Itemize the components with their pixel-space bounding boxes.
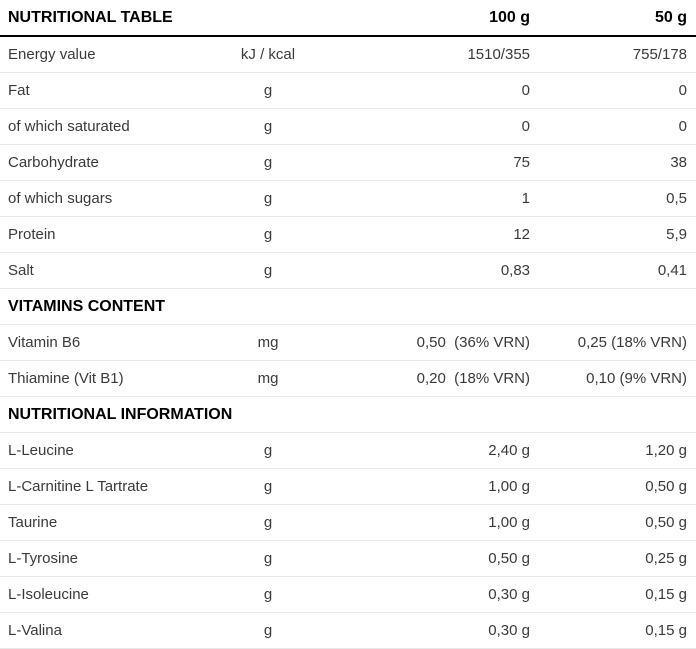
column-header-50g: 50 g bbox=[530, 0, 696, 37]
table-row: Salt g 0,83 0,41 bbox=[0, 252, 696, 289]
section-title: VITAMINS CONTENT bbox=[0, 288, 696, 325]
row-value-50g: 0,50 g bbox=[530, 468, 696, 505]
row-label: of which sugars bbox=[0, 180, 190, 217]
row-value-100g: 0,50 g bbox=[346, 540, 531, 577]
table-row: Taurine g 1,00 g 0,50 g bbox=[0, 504, 696, 541]
row-label: L-Tyrosine bbox=[0, 540, 190, 577]
row-value-100g: 0 bbox=[346, 108, 531, 145]
row-label: Taurine bbox=[0, 504, 190, 541]
row-label: L-Isoleucine bbox=[0, 576, 190, 613]
row-value-50g: 0,50 g bbox=[530, 504, 696, 541]
table-header-row: NUTRITIONAL TABLE 100 g 50 g bbox=[0, 0, 696, 37]
row-unit: g bbox=[190, 72, 347, 109]
row-value-50g: 0,41 bbox=[530, 252, 696, 289]
row-value-100g: 1,00 g bbox=[346, 504, 531, 541]
row-label: Salt bbox=[0, 252, 190, 289]
row-value-50g: 0,15 g bbox=[530, 612, 696, 649]
row-value-100g: 0,30 g bbox=[346, 576, 531, 613]
section-header-vitamins: VITAMINS CONTENT bbox=[0, 288, 696, 325]
row-label: Protein bbox=[0, 216, 190, 253]
table-row: Carbohydrate g 75 38 bbox=[0, 144, 696, 181]
row-unit: g bbox=[190, 216, 347, 253]
table-row: L-Valina g 0,30 g 0,15 g bbox=[0, 612, 696, 649]
row-value-100g: 0 bbox=[346, 72, 531, 109]
row-value-50g: 1,20 g bbox=[530, 432, 696, 469]
row-value-100g: 1 bbox=[346, 180, 531, 217]
row-unit: kJ / kcal bbox=[190, 36, 347, 73]
table-row: of which saturated g 0 0 bbox=[0, 108, 696, 145]
row-unit: g bbox=[190, 108, 347, 145]
table-row: Energy value kJ / kcal 1510/355 755/178 bbox=[0, 36, 696, 73]
row-value-100g: 2,40 g bbox=[346, 432, 531, 469]
table-row: Thiamine (Vit B1) mg 0,20 (18% VRN) 0,10… bbox=[0, 360, 696, 397]
row-unit: g bbox=[190, 432, 347, 469]
row-value-100g: 75 bbox=[346, 144, 531, 181]
row-unit: g bbox=[190, 576, 347, 613]
row-label: L-Leucine bbox=[0, 432, 190, 469]
row-value-50g: 0,10 (9% VRN) bbox=[530, 360, 696, 397]
row-unit: mg bbox=[190, 360, 347, 397]
row-unit: g bbox=[190, 540, 347, 577]
row-value-100g: 1510/355 bbox=[346, 36, 531, 73]
row-value-50g: 0,25 g bbox=[530, 540, 696, 577]
row-unit: g bbox=[190, 504, 347, 541]
row-value-50g: 0,25 (18% VRN) bbox=[530, 324, 696, 361]
row-unit: g bbox=[190, 612, 347, 649]
table-row: Protein g 12 5,9 bbox=[0, 216, 696, 253]
table-row: L-Isoleucine g 0,30 g 0,15 g bbox=[0, 576, 696, 613]
row-value-50g: 38 bbox=[530, 144, 696, 181]
row-label: Energy value bbox=[0, 36, 190, 73]
row-unit: g bbox=[190, 252, 347, 289]
row-label: L-Valina bbox=[0, 612, 190, 649]
row-label: Fat bbox=[0, 72, 190, 109]
table-row: Vitamin B6 mg 0,50 (36% VRN) 0,25 (18% V… bbox=[0, 324, 696, 361]
row-label: Carbohydrate bbox=[0, 144, 190, 181]
section-header-nutritional-information: NUTRITIONAL INFORMATION bbox=[0, 396, 696, 433]
row-unit: g bbox=[190, 144, 347, 181]
row-unit: mg bbox=[190, 324, 347, 361]
row-label: Thiamine (Vit B1) bbox=[0, 360, 190, 397]
row-label: Vitamin B6 bbox=[0, 324, 190, 361]
row-value-100g: 0,83 bbox=[346, 252, 531, 289]
row-value-100g: 0,20 (18% VRN) bbox=[346, 360, 531, 397]
column-header-100g: 100 g bbox=[346, 0, 531, 37]
row-value-50g: 0,15 g bbox=[530, 576, 696, 613]
row-unit: g bbox=[190, 468, 347, 505]
row-value-50g: 0,5 bbox=[530, 180, 696, 217]
table-row: L-Carnitine L Tartrate g 1,00 g 0,50 g bbox=[0, 468, 696, 505]
row-value-50g: 0 bbox=[530, 72, 696, 109]
row-value-50g: 5,9 bbox=[530, 216, 696, 253]
row-value-50g: 755/178 bbox=[530, 36, 696, 73]
row-unit: g bbox=[190, 180, 347, 217]
row-value-100g: 0,50 (36% VRN) bbox=[346, 324, 531, 361]
table-row: of which sugars g 1 0,5 bbox=[0, 180, 696, 217]
row-value-100g: 0,30 g bbox=[346, 612, 531, 649]
section-title: NUTRITIONAL INFORMATION bbox=[0, 396, 696, 433]
table-row: L-Leucine g 2,40 g 1,20 g bbox=[0, 432, 696, 469]
table-row: Fat g 0 0 bbox=[0, 72, 696, 109]
row-label: of which saturated bbox=[0, 108, 190, 145]
table-row: L-Tyrosine g 0,50 g 0,25 g bbox=[0, 540, 696, 577]
row-value-100g: 12 bbox=[346, 216, 531, 253]
table-title: NUTRITIONAL TABLE bbox=[0, 0, 347, 37]
row-value-100g: 1,00 g bbox=[346, 468, 531, 505]
row-label: L-Carnitine L Tartrate bbox=[0, 468, 190, 505]
row-value-50g: 0 bbox=[530, 108, 696, 145]
